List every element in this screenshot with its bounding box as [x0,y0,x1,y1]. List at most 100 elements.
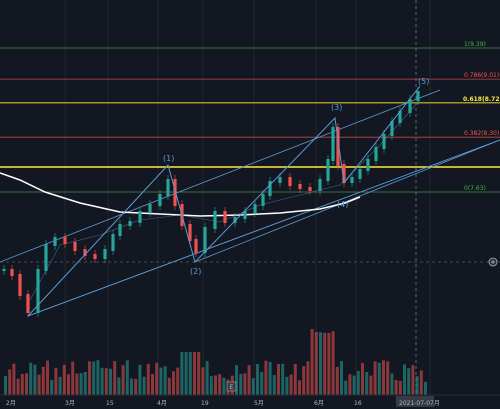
volume-bar [395,380,398,395]
volume-bar [38,375,41,395]
volume-bar [21,374,24,395]
volume-bar [122,365,125,395]
time-axis-tick-label: 19 [201,400,209,407]
volume-bar [12,364,15,395]
wave-label[interactable]: (4) [337,200,348,209]
volume-bar [134,379,137,395]
wave-label[interactable]: (1) [163,154,174,163]
volume-bar [80,373,83,395]
volume-bar [285,377,288,395]
fib-label: 0(7.63) [464,185,486,192]
volume-bar [17,379,20,395]
volume-bar [92,362,95,395]
volume-bar [113,361,116,395]
volume-bar [117,378,120,395]
volume-bar [88,361,91,395]
volume-bar [159,368,162,395]
time-axis-tick-label: 5月 [254,400,264,407]
candle-body [253,204,256,213]
volume-bar [180,352,183,395]
volume-bar [311,329,314,395]
volume-bar [365,372,368,395]
volume-bar [185,352,188,395]
volume-bar [332,331,335,395]
volume-bar [327,333,330,395]
volume-bar [277,364,280,395]
time-axis-tick-label: 16 [354,400,362,407]
candle-body [26,294,29,313]
candle-body [213,211,216,229]
candle-body [118,224,121,236]
volume-bar [378,363,381,395]
candle-body [223,211,226,223]
volume-bar [126,360,129,395]
volume-bar [105,368,108,395]
volume-bar [29,363,32,395]
volume-bar [243,373,246,395]
candle-body [128,221,131,226]
volume-bar [33,365,36,395]
volume-bar [361,363,364,395]
time-axis-tick-label: 6月 [314,400,324,407]
volume-bar [42,367,45,395]
volume-bar [256,364,259,395]
candle-body [63,237,66,244]
volume-bars [4,329,427,395]
volume-bar [374,361,377,395]
candle-body [318,179,321,191]
time-axis-tick-label: 2月 [6,400,16,407]
volume-bar [260,372,263,395]
wave-label[interactable]: (3) [331,103,342,112]
volume-bar [306,361,309,395]
candle-body [138,211,141,223]
volume-bar [155,363,158,395]
volume-bar [101,368,104,395]
volume-bar [353,376,356,395]
wave-label[interactable]: (5) [418,77,429,86]
volume-bar [248,365,251,395]
volume-bar [176,368,179,395]
volume-bar [290,374,293,395]
plus-circle-icon[interactable] [489,258,497,266]
volume-bar [147,364,150,395]
fib-label: 0.786(9.01) [464,72,499,79]
volume-bar [386,361,389,395]
volume-bar [357,371,360,395]
volume-bar [201,367,204,395]
candle-body [308,187,311,191]
moving-average [0,100,420,300]
volume-bar [369,376,372,395]
candle-body [44,244,47,271]
volume-bar [25,373,28,395]
volume-bar [399,381,402,395]
volume-bar [193,352,196,395]
elliott-wave[interactable]: (1) (2) (3) (4) (5) [28,77,429,316]
volume-bar [382,360,385,395]
candle-body [298,184,301,189]
volume-bar [239,374,242,395]
volume-bar [344,381,347,395]
volume-bar [252,378,255,395]
volume-bar [298,380,301,395]
volume-bar [8,369,11,395]
volume-bar [390,373,393,395]
volume-bar [46,361,49,395]
candle-body [10,269,13,276]
volume-bar [151,374,154,395]
wave-label[interactable]: (2) [190,267,201,276]
event-badge-label: E [230,384,234,391]
volume-bar [294,364,297,395]
candle-body [148,204,151,213]
candle-body [53,237,56,246]
time-axis-tick-label: 15 [106,400,114,407]
trend-channel[interactable] [0,90,500,316]
candle-body [18,274,21,296]
candle-body [203,227,206,253]
candle-body [103,249,106,259]
cursor-date-label: 2021-07-07 [399,400,434,407]
volume-bar [222,378,225,395]
candle-body [374,147,377,161]
